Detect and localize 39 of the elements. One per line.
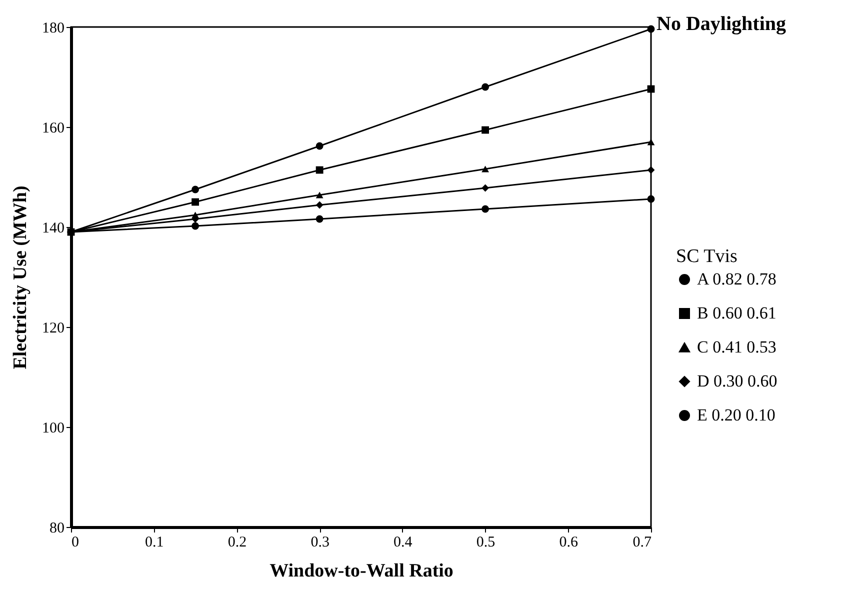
legend-title: SC Tvis <box>676 246 738 267</box>
point <box>482 83 489 91</box>
point <box>192 222 199 230</box>
legend-label: B 0.60 0.61 <box>697 304 776 322</box>
y-axis-title: Electricity Use (MWh) <box>10 186 31 370</box>
y-tick-label: 140 <box>42 220 64 236</box>
point <box>316 192 324 198</box>
point <box>482 126 489 134</box>
x-tick-label: 0.7 <box>632 534 652 550</box>
y-tick-label: 160 <box>42 120 64 136</box>
point <box>647 166 655 174</box>
x-tick-label: 0.5 <box>476 534 496 550</box>
point <box>192 198 199 206</box>
x-tick-label: 0.3 <box>310 534 330 550</box>
y-tick-label: 120 <box>42 320 64 336</box>
legend-label: C 0.41 0.53 <box>697 338 776 356</box>
text: No Daylighting <box>656 13 786 35</box>
point <box>647 138 655 146</box>
point <box>316 215 324 223</box>
y-tick-label: 100 <box>42 420 64 436</box>
point <box>482 166 489 172</box>
x-tick-label: 0.1 <box>144 534 164 550</box>
point <box>316 142 324 150</box>
x-tick-label: 0.2 <box>228 534 247 550</box>
x-tick-label: 0.6 <box>559 534 579 550</box>
x-tick-label: 0 <box>72 534 79 550</box>
y-tick-label: 180 <box>42 20 64 36</box>
legend-label: D 0.30 0.60 <box>697 372 778 390</box>
point <box>316 201 324 209</box>
point <box>316 166 324 174</box>
point <box>192 186 199 194</box>
x-tick-label: 0.4 <box>394 534 413 550</box>
legend-label: A 0.82 0.78 <box>697 270 776 288</box>
point <box>647 195 655 203</box>
x-axis-title: Window-to-Wall Ratio <box>270 560 454 582</box>
y-tick-label: 80 <box>50 520 64 536</box>
legend-label: E 0.20 0.10 <box>697 406 776 424</box>
point <box>482 205 489 213</box>
point <box>647 25 655 33</box>
